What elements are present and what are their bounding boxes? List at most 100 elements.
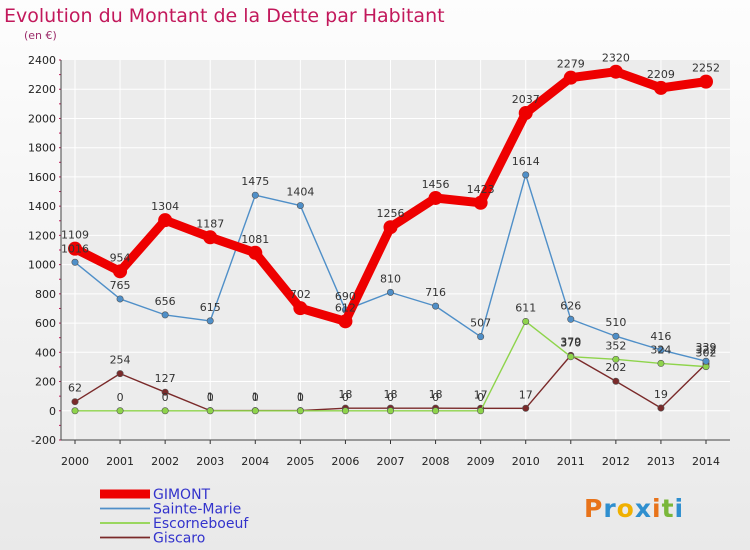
- y-tick-label: 1600: [28, 171, 56, 184]
- chart-title: Evolution du Montant de la Dette par Hab…: [4, 5, 445, 27]
- data-point: [567, 315, 575, 323]
- x-tick-label: 2007: [377, 455, 405, 468]
- data-label: 810: [380, 272, 401, 285]
- data-label: 324: [650, 343, 671, 356]
- x-tick-label: 2005: [286, 455, 314, 468]
- data-point: [657, 404, 665, 412]
- data-label: 611: [515, 301, 536, 314]
- data-label: 0: [387, 391, 394, 404]
- data-point: [293, 301, 308, 316]
- data-label: 1456: [422, 178, 450, 191]
- x-tick-label: 2010: [512, 455, 540, 468]
- proxiti-logo-text: Proxiti: [584, 494, 684, 523]
- data-point: [432, 302, 440, 310]
- y-tick-label: 1400: [28, 200, 56, 213]
- data-label: 254: [110, 354, 131, 367]
- data-point: [653, 80, 668, 95]
- x-tick-label: 2013: [647, 455, 675, 468]
- data-label: 2209: [647, 68, 675, 81]
- data-point: [68, 241, 82, 256]
- data-label: 339: [696, 341, 717, 354]
- data-label: 0: [297, 391, 304, 404]
- data-point: [477, 333, 485, 341]
- legend-label: Escorneboeuf: [153, 516, 249, 532]
- data-label: 626: [560, 299, 581, 312]
- data-label: 18: [429, 388, 443, 401]
- data-label: 1404: [286, 186, 314, 199]
- data-point: [383, 220, 398, 235]
- data-label: 1256: [377, 207, 405, 220]
- data-label: 370: [560, 337, 581, 350]
- data-point: [657, 359, 665, 367]
- data-point: [251, 407, 259, 415]
- x-tick-label: 2002: [151, 455, 179, 468]
- data-label: 1423: [467, 183, 495, 196]
- data-point: [296, 202, 304, 210]
- y-tick-label: 2200: [28, 83, 56, 96]
- plot-area: [61, 60, 730, 440]
- x-tick-label: 2006: [331, 455, 359, 468]
- data-label: 1475: [241, 175, 269, 188]
- data-point: [71, 398, 79, 406]
- data-label: 1016: [61, 242, 89, 255]
- grid: [61, 60, 730, 440]
- data-point: [161, 407, 169, 415]
- data-label: 612: [335, 301, 356, 314]
- data-point: [612, 377, 620, 385]
- data-point: [522, 171, 530, 179]
- chart-subtitle: (en €): [24, 29, 57, 42]
- x-tick-label: 2001: [106, 455, 134, 468]
- x-axis: 2000 2001 2002 2003 2004 2005 2006 2007 2008 2009…: [61, 439, 730, 468]
- x-tick-label: 2003: [196, 455, 224, 468]
- data-label: 2252: [692, 62, 720, 75]
- x-tick-label: 2004: [241, 455, 269, 468]
- data-point: [428, 190, 443, 205]
- data-point: [386, 288, 394, 296]
- data-label: 690: [335, 290, 356, 303]
- x-tick-label: 2012: [602, 455, 630, 468]
- data-point: [657, 346, 665, 354]
- data-point: [608, 64, 623, 79]
- data-point: [338, 314, 353, 329]
- data-point: [386, 407, 394, 415]
- data-label: 127: [155, 372, 176, 385]
- y-tick-label: 1800: [28, 142, 56, 155]
- data-point: [522, 404, 530, 412]
- data-point: [341, 407, 349, 415]
- data-point: [518, 106, 533, 121]
- data-point: [161, 388, 169, 396]
- data-point: [473, 195, 488, 210]
- data-label: 352: [605, 339, 626, 352]
- data-label: 656: [155, 295, 176, 308]
- data-label: 0: [342, 391, 349, 404]
- data-label: 765: [110, 279, 131, 292]
- data-point: [563, 70, 578, 85]
- data-label: 702: [290, 288, 311, 301]
- data-point: [702, 357, 710, 365]
- data-point: [113, 264, 128, 279]
- data-label: 322: [696, 344, 717, 357]
- data-labels: 1109 954 1304 1187 1081 702 612 1256 1456 1423 203…: [61, 52, 720, 404]
- data-label: 1614: [512, 155, 540, 168]
- data-label: 17: [519, 388, 533, 401]
- data-point: [251, 191, 259, 199]
- y-tick-label: 1000: [28, 259, 56, 272]
- y-tick-label: 0: [49, 405, 56, 418]
- x-tick-label: 2014: [692, 455, 720, 468]
- proxiti-logo: Proxiti: [584, 494, 684, 523]
- data-label: 0: [432, 391, 439, 404]
- data-label: 0: [162, 391, 169, 404]
- data-point: [522, 317, 530, 325]
- data-point: [116, 407, 124, 415]
- data-label: 18: [338, 388, 352, 401]
- data-label: 1: [297, 391, 304, 404]
- x-tick-label: 2011: [557, 455, 585, 468]
- y-tick-label: -200: [31, 434, 56, 447]
- data-label: 507: [470, 317, 491, 330]
- data-label: 416: [650, 330, 671, 343]
- data-point: [203, 230, 218, 245]
- legend-label: Sainte-Marie: [153, 502, 241, 518]
